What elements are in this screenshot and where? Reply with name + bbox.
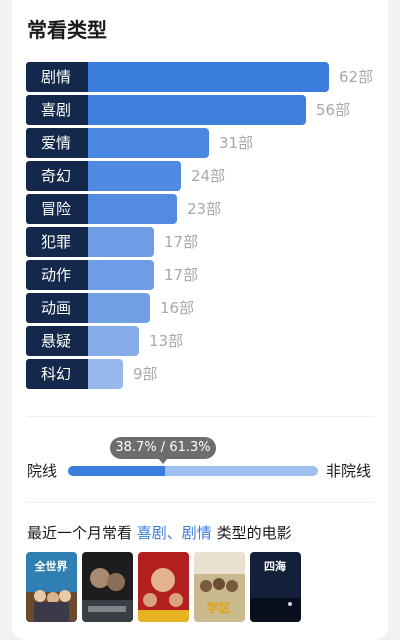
recent-prefix: 最近一个月常看 (27, 524, 133, 542)
bar-category-label: 动作 (26, 260, 88, 290)
bar-category-label: 冒险 (26, 194, 88, 224)
movie-poster-3[interactable] (138, 552, 189, 622)
bar-row: 喜剧 56部 (26, 95, 376, 128)
bar-category-label: 犯罪 (26, 227, 88, 257)
bar-row: 爱情 31部 (26, 128, 376, 161)
bar-value-label: 31部 (219, 134, 254, 152)
bar (88, 359, 123, 389)
bar (88, 62, 329, 92)
bar-value-label: 23部 (187, 200, 222, 218)
bar-row: 动画 16部 (26, 293, 376, 326)
ratio-tooltip-arrow (158, 458, 168, 464)
bar-category-label: 科幻 (26, 359, 88, 389)
bar-row: 悬疑 13部 (26, 326, 376, 359)
bar (88, 326, 139, 356)
bar-row: 冒险 23部 (26, 194, 376, 227)
bar-category-label: 爱情 (26, 128, 88, 158)
bar-value-label: 9部 (133, 365, 158, 383)
poster-art-2 (82, 552, 133, 622)
poster-1-title: 全世界 (34, 559, 68, 573)
bar-category-label: 剧情 (26, 62, 88, 92)
bar-value-label: 17部 (164, 233, 199, 251)
ratio-bar-theatrical-fill (68, 466, 165, 476)
bar-category-label: 喜剧 (26, 95, 88, 125)
poster-art-5: 四海 (250, 552, 301, 622)
bar-value-label: 17部 (164, 266, 199, 284)
poster-art-4: 学区 (194, 552, 245, 622)
bar (88, 161, 181, 191)
poster-art-3 (138, 552, 189, 622)
poster-4-title: 学区 (207, 600, 231, 615)
bar-value-label: 16部 (160, 299, 195, 317)
divider-bottom (26, 502, 374, 503)
bar-category-label: 动画 (26, 293, 88, 323)
poster-art-1: 全世界 (26, 552, 77, 622)
bar-value-label: 56部 (316, 101, 351, 119)
divider-top (26, 416, 374, 417)
recent-genres-link[interactable]: 喜剧、剧情 (136, 524, 212, 542)
ratio-tooltip: 38.7% / 61.3% (110, 437, 216, 459)
bar-category-label: 悬疑 (26, 326, 88, 356)
non-theatrical-label: 非院线 (326, 462, 372, 480)
movie-poster-1[interactable]: 全世界 (26, 552, 77, 622)
bar (88, 260, 154, 290)
bar (88, 128, 209, 158)
bar-row: 动作 17部 (26, 260, 376, 293)
poster-5-title: 四海 (264, 559, 286, 573)
genre-stats-card: 常看类型 剧情 62部 喜剧 56部 爱情 31部 奇幻 24部 冒险 23部 犯罪 17部 动作 17部… (12, 0, 388, 640)
bar-row: 科幻 9部 (26, 359, 376, 392)
bar-category-label: 奇幻 (26, 161, 88, 191)
bar (88, 293, 150, 323)
bar-value-label: 24部 (191, 167, 226, 185)
bar (88, 194, 177, 224)
bar-value-label: 62部 (339, 68, 374, 86)
movie-poster-2[interactable] (82, 552, 133, 622)
movie-poster-5[interactable]: 四海 (250, 552, 301, 622)
ratio-bar (68, 466, 318, 476)
bar-row: 奇幻 24部 (26, 161, 376, 194)
section-title: 常看类型 (27, 18, 107, 42)
recent-suffix: 类型的电影 (216, 524, 292, 542)
genre-bar-chart: 剧情 62部 喜剧 56部 爱情 31部 奇幻 24部 冒险 23部 犯罪 17部 动作 17部 动画 16部… (26, 62, 376, 392)
bar (88, 95, 306, 125)
movie-poster-4[interactable]: 学区 (194, 552, 245, 622)
bar (88, 227, 154, 257)
bar-value-label: 13部 (149, 332, 184, 350)
bar-row: 剧情 62部 (26, 62, 376, 95)
recent-genres-text: 最近一个月常看 喜剧、剧情 类型的电影 (27, 522, 292, 543)
theatrical-label: 院线 (27, 462, 58, 480)
bar-row: 犯罪 17部 (26, 227, 376, 260)
